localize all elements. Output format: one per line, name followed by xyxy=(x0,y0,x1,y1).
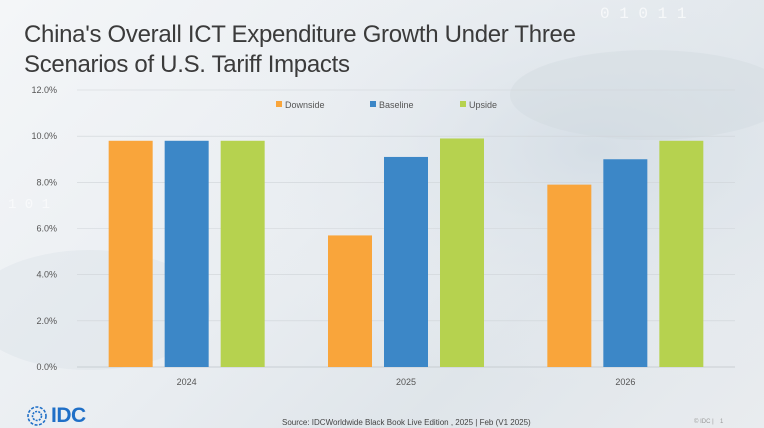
y-tick-label: 4.0% xyxy=(36,270,57,280)
page-number: 1 xyxy=(720,419,724,425)
y-tick-label: 10.0% xyxy=(31,131,57,141)
x-axis-tick-labels: 2024 2025 2026 xyxy=(177,377,636,387)
bar-downside-2026 xyxy=(547,184,592,367)
legend-swatch-downside xyxy=(276,101,282,107)
idc-logo-icon xyxy=(27,406,47,426)
bars xyxy=(108,138,704,367)
legend-swatch-baseline xyxy=(370,101,376,107)
chart-title-line1: China's Overall ICT Expenditure Growth U… xyxy=(24,21,576,48)
bar-baseline-2026 xyxy=(603,159,648,367)
legend: Downside Baseline Upside xyxy=(276,100,497,110)
legend-label-baseline: Baseline xyxy=(379,100,414,110)
bar-baseline-2025 xyxy=(384,156,428,367)
y-tick-label: 6.0% xyxy=(36,224,57,234)
bar-downside-2024 xyxy=(108,140,153,367)
y-axis-tick-labels: 0.0% 2.0% 4.0% 6.0% 8.0% 10.0% 12.0% xyxy=(31,85,57,372)
bar-downside-2025 xyxy=(328,235,372,367)
legend-swatch-upside xyxy=(460,101,466,107)
y-tick-label: 12.0% xyxy=(31,85,57,95)
bar-upside-2026 xyxy=(659,140,704,367)
legend-label-upside: Upside xyxy=(469,100,497,110)
chart-title: China's Overall ICT Expenditure Growth U… xyxy=(24,20,664,80)
x-tick-label: 2024 xyxy=(177,377,197,387)
idc-logo: IDC xyxy=(26,404,86,427)
copyright: © IDC | xyxy=(694,419,714,425)
source-note: Source: IDCWorldwide Black Book Live Edi… xyxy=(282,418,531,427)
y-tick-label: 2.0% xyxy=(36,316,57,326)
x-tick-label: 2026 xyxy=(615,377,635,387)
y-tick-label: 8.0% xyxy=(36,177,57,187)
x-tick-label: 2025 xyxy=(396,377,416,387)
legend-label-downside: Downside xyxy=(285,100,325,110)
bar-baseline-2024 xyxy=(164,140,209,367)
y-tick-label: 0.0% xyxy=(36,362,57,372)
idc-logo-text: IDC xyxy=(51,404,86,427)
bar-upside-2025 xyxy=(440,138,484,367)
bar-upside-2024 xyxy=(220,140,265,367)
chart-title-line2: Scenarios of U.S. Tariff Impacts xyxy=(24,51,350,78)
